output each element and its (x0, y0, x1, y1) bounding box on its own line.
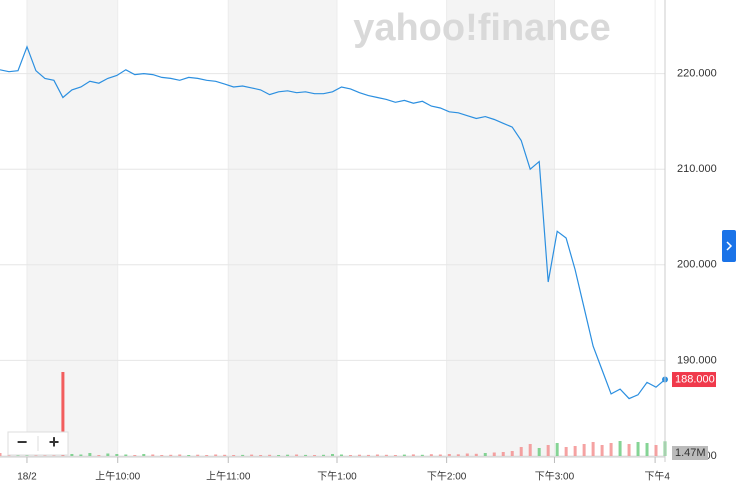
zoom-in[interactable]: + (49, 432, 60, 452)
volume-bar (384, 454, 388, 456)
volume-bar (546, 445, 550, 456)
y-tick-label: 210.000 (677, 163, 717, 175)
volume-bar (573, 446, 577, 456)
volume-bar (268, 454, 272, 456)
volume-bar (375, 454, 379, 456)
time-band (228, 0, 337, 457)
side-tab[interactable] (722, 230, 736, 262)
volume-bar (420, 454, 424, 456)
volume-bar (564, 447, 568, 456)
volume-bar (465, 453, 469, 456)
volume-bar (250, 454, 254, 456)
volume-bar (160, 455, 164, 456)
x-tick-label: 18/2 (17, 472, 37, 483)
volume-bar (456, 454, 460, 456)
volume-bar (178, 454, 182, 456)
volume-bar (232, 455, 236, 456)
volume-bar (636, 442, 640, 456)
volume-bar (0, 453, 2, 456)
volume-bar (537, 448, 541, 456)
volume-bar (510, 451, 514, 456)
x-tick-label: 上午10:00 (95, 470, 140, 483)
y-tick-label: 190.000 (677, 354, 717, 366)
volume-bar (591, 442, 595, 456)
x-tick-label: 下午4 (644, 470, 670, 483)
volume-bar (501, 452, 505, 456)
volume-bar (61, 372, 65, 456)
y-tick-label: 200.000 (677, 259, 717, 271)
zoom-out[interactable]: − (17, 432, 28, 452)
volume-bar (339, 454, 343, 456)
volume-bar (331, 454, 334, 456)
volume-bar (627, 444, 631, 456)
price-line (0, 45, 666, 400)
volume-bar (348, 455, 352, 456)
volume-bar (411, 454, 415, 456)
volume-bar (259, 455, 263, 456)
volume-bar (609, 443, 613, 456)
volume-bar (447, 454, 451, 456)
volume-bar (277, 455, 281, 456)
last-price-box (672, 372, 716, 388)
last-price-label: 188.000 (675, 373, 715, 385)
volume-bar (555, 443, 559, 456)
volume-bar (79, 454, 83, 456)
volume-bar (70, 454, 74, 456)
volume-label-box (672, 446, 708, 460)
volume-bar (124, 454, 128, 456)
volume-bar (483, 453, 487, 456)
side-tab-arrow (726, 241, 733, 251)
x-tick-label: 上午11:00 (206, 470, 251, 483)
volume-bar (286, 454, 290, 456)
y-tick-label: 220.000 (677, 68, 717, 80)
zoom-controls[interactable]: − + (7, 431, 69, 456)
volume-bar (438, 454, 442, 456)
volume-bar (169, 454, 173, 456)
volume-bar (600, 445, 604, 456)
x-tick-label: 下午1:00 (317, 470, 357, 483)
volume-bar (313, 455, 317, 456)
volume-bar (654, 445, 658, 456)
volume-bar (187, 455, 191, 456)
volume-bar (402, 454, 406, 456)
volume-bar (322, 454, 326, 456)
volume-bar (151, 454, 155, 456)
volume-bar (429, 454, 433, 456)
volume-bar (223, 454, 227, 456)
volume-bar (115, 454, 119, 456)
volume-bar (528, 444, 532, 456)
volume-bar (196, 454, 200, 456)
volume-bar (492, 452, 496, 456)
volume-bar (241, 454, 245, 456)
volume-bar (366, 454, 370, 456)
x-tick-label: 下午2:00 (427, 470, 467, 483)
volume-label: 1.47M (675, 447, 706, 459)
volume-bar (88, 453, 92, 456)
volume-bar (106, 453, 110, 456)
volume-bar (214, 454, 218, 456)
volume-bar (295, 454, 299, 456)
volume-bar (393, 455, 397, 456)
volume-bar (519, 447, 523, 456)
volume-bar (645, 443, 649, 456)
volume-bar (205, 455, 209, 456)
watermark: yahoo!finance (353, 7, 611, 49)
volume-bar (97, 455, 101, 456)
time-band (446, 0, 555, 457)
time-band (26, 0, 118, 457)
volume-bar (304, 454, 308, 456)
volume-bar (142, 454, 146, 456)
volume-bar (474, 453, 478, 456)
volume-bar (133, 455, 137, 456)
volume-bar (618, 441, 622, 456)
volume-bar (582, 444, 586, 456)
volume-bar (357, 454, 361, 456)
x-tick-label: 下午3:00 (535, 470, 575, 483)
